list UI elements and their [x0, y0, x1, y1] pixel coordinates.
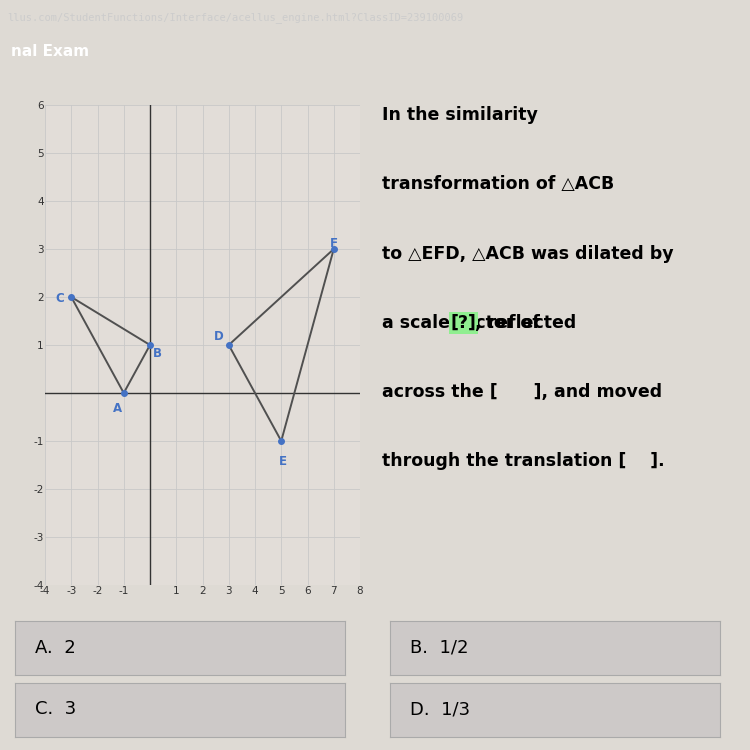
Text: nal Exam: nal Exam	[11, 44, 89, 59]
Text: A: A	[113, 402, 122, 416]
Text: through the translation [    ].: through the translation [ ].	[382, 452, 664, 470]
Text: D.  1/3: D. 1/3	[410, 700, 470, 718]
Text: to △EFD, △ACB was dilated by: to △EFD, △ACB was dilated by	[382, 244, 674, 262]
Text: , reflected: , reflected	[476, 314, 577, 332]
Text: llus.com/StudentFunctions/Interface/acellus_engine.html?ClassID=239100069: llus.com/StudentFunctions/Interface/acel…	[8, 12, 464, 23]
Text: transformation of △ACB: transformation of △ACB	[382, 176, 614, 194]
Text: D: D	[214, 330, 224, 344]
Text: across the [      ], and moved: across the [ ], and moved	[382, 383, 662, 401]
Text: E: E	[279, 455, 286, 468]
Text: [?]: [?]	[451, 314, 476, 332]
Text: a scale factor of: a scale factor of	[382, 314, 546, 332]
Text: C: C	[56, 292, 64, 304]
Text: F: F	[330, 236, 338, 250]
Text: A.  2: A. 2	[34, 639, 76, 657]
Text: B: B	[153, 347, 162, 360]
Text: C.  3: C. 3	[34, 700, 76, 718]
Text: In the similarity: In the similarity	[382, 106, 538, 124]
Text: B.  1/2: B. 1/2	[410, 639, 468, 657]
